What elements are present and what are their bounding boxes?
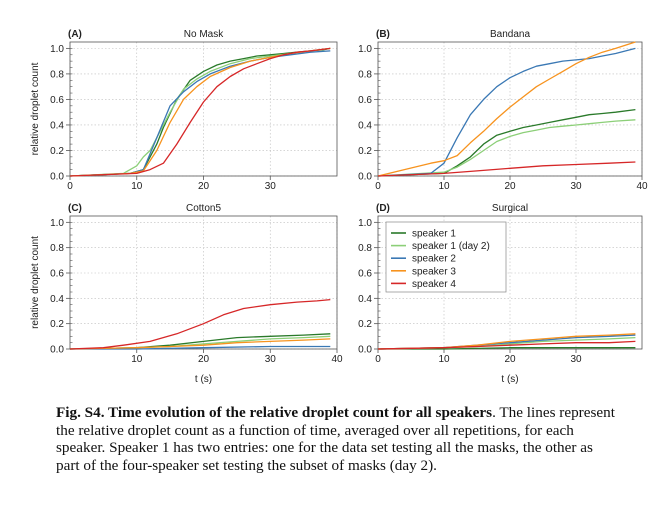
series-line-speaker-4 — [377, 161, 636, 177]
y-tick-label: 0.0 — [358, 345, 372, 356]
y-tick-label: 0.8 — [358, 243, 372, 254]
series-line-speaker-2 — [377, 47, 636, 177]
legend-label: speaker 3 — [412, 266, 456, 277]
panel-title: No Mask — [184, 29, 224, 40]
x-tick-label: 0 — [375, 181, 381, 192]
series-line-speaker-1-day-2 — [69, 47, 331, 177]
y-tick-label: 0.4 — [358, 294, 372, 305]
y-tick-label: 0.0 — [50, 172, 64, 183]
series-line-speaker-2 — [70, 345, 331, 350]
x-tick-label: 10 — [131, 354, 143, 365]
series-line-speaker-3 — [69, 47, 331, 177]
y-tick-label: 0.2 — [50, 319, 64, 330]
x-tick-label: 10 — [131, 181, 143, 192]
series-line-speaker-3 — [377, 333, 636, 350]
y-tick-label: 0.6 — [50, 95, 64, 106]
x-tick-label: 10 — [438, 181, 450, 192]
x-tick-label: 40 — [331, 354, 343, 365]
y-tick-label: 0.2 — [358, 319, 372, 330]
x-tick-label: 30 — [265, 354, 277, 365]
series-line-speaker-4 — [69, 298, 331, 350]
y-tick-label: 0.4 — [358, 120, 372, 131]
x-tick-label: 10 — [438, 354, 450, 365]
panel-b: 0.0 0.2 0.4 0.6 0.8 1.0 0 10 20 30 40 (B) Bandana — [358, 29, 648, 192]
y-tick-label: 1.0 — [50, 218, 64, 229]
series-line-speaker-3 — [377, 41, 636, 177]
series-line-speaker-1 — [377, 108, 636, 177]
panel-title: Cotton5 — [186, 203, 221, 214]
y-tick-label: 0.4 — [50, 120, 64, 131]
y-tick-label: 0.8 — [50, 69, 64, 80]
y-tick-label: 0.6 — [358, 269, 372, 280]
panel-label: (A) — [68, 29, 82, 40]
figure-caption: Fig. S4. Time evolution of the relative … — [56, 404, 616, 474]
x-tick-label: 40 — [636, 181, 648, 192]
panel-title: Surgical — [492, 203, 528, 214]
y-tick-label: 0.6 — [358, 95, 372, 106]
legend-label: speaker 1 (day 2) — [412, 241, 490, 252]
panel-label: (B) — [376, 29, 390, 40]
x-tick-label: 20 — [198, 181, 210, 192]
y-tick-label: 1.0 — [358, 44, 372, 55]
x-tick-label: 20 — [198, 354, 210, 365]
legend-label: speaker 4 — [412, 279, 456, 290]
caption-text: . The lines represent the relative dropl… — [56, 404, 615, 474]
y-tick-label: 0.0 — [50, 345, 64, 356]
y-tick-label: 0.4 — [50, 294, 64, 305]
series-line-speaker-4 — [69, 47, 331, 177]
series-line-speaker-1-day-2 — [377, 119, 636, 177]
x-axis-label: t (s) — [195, 374, 212, 385]
legend-label: speaker 1 — [412, 229, 456, 240]
x-tick-label: 20 — [504, 181, 516, 192]
x-tick-label: 30 — [570, 354, 582, 365]
y-tick-label: 1.0 — [358, 218, 372, 229]
x-tick-label: 0 — [375, 354, 381, 365]
series-line-speaker-4 — [377, 340, 636, 350]
panel-d: 0.0 0.2 0.4 0.6 0.8 1.0 0 10 20 30 (D) Surgical t (s… — [358, 203, 643, 385]
series-line-speaker-2 — [69, 50, 331, 177]
y-tick-label: 0.8 — [358, 69, 372, 80]
y-tick-label: 0.6 — [50, 269, 64, 280]
panel-label: (C) — [68, 203, 82, 214]
y-tick-label: 0.2 — [358, 146, 372, 157]
figure-canvas: 0.0 0.2 0.4 0.6 0.8 1.0 0 10 20 30 (A) No Mask relat… — [30, 29, 648, 385]
y-axis-label: relative droplet count — [30, 62, 41, 155]
x-axis-label: t (s) — [501, 374, 518, 385]
x-tick-label: 0 — [67, 181, 73, 192]
panel-title: Bandana — [490, 29, 530, 40]
panel-a: 0.0 0.2 0.4 0.6 0.8 1.0 0 10 20 30 (A) No Mask relat… — [30, 29, 338, 192]
panel-c: 0.0 0.2 0.4 0.6 0.8 1.0 10 20 30 40 (C) Cotton5 rela… — [30, 203, 343, 385]
legend-label: speaker 2 — [412, 254, 456, 265]
x-tick-label: 30 — [265, 181, 277, 192]
series-line-speaker-3 — [69, 338, 331, 350]
y-tick-label: 0.2 — [50, 146, 64, 157]
series-line-speaker-1 — [378, 347, 636, 350]
panel-label: (D) — [376, 203, 390, 214]
y-tick-label: 0.0 — [358, 172, 372, 183]
series-line-speaker-1 — [69, 47, 331, 177]
x-tick-label: 30 — [570, 181, 582, 192]
y-tick-label: 0.8 — [50, 243, 64, 254]
caption-bold: Fig. S4. Time evolution of the relative … — [56, 404, 493, 421]
y-tick-label: 1.0 — [50, 44, 64, 55]
x-tick-label: 20 — [504, 354, 516, 365]
y-axis-label: relative droplet count — [30, 236, 41, 329]
